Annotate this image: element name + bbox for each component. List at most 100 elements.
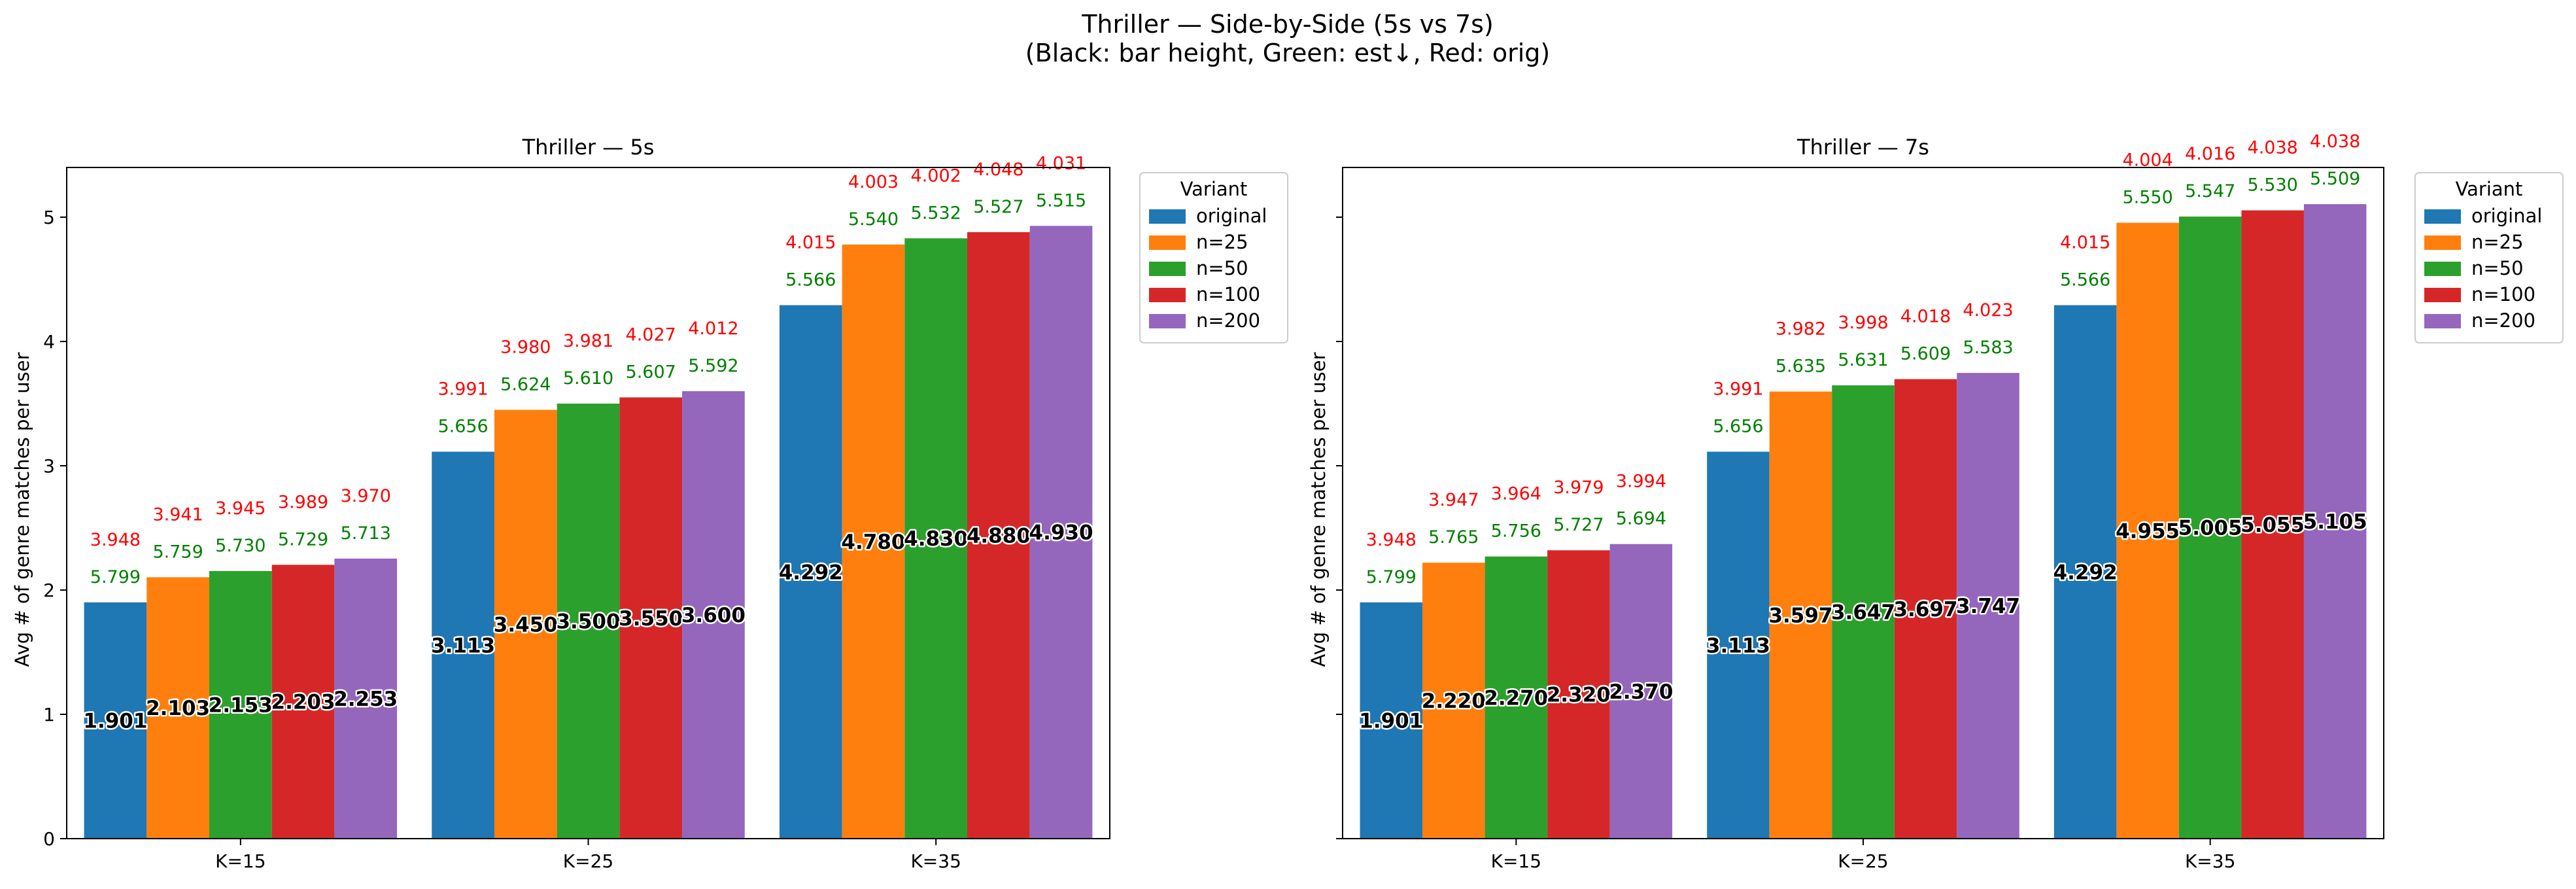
bar-label-est: 5.656 [1713, 417, 1763, 437]
bar-label-height: 2.153 [209, 693, 273, 717]
bar-label-height: 3.550 [619, 607, 683, 631]
bar-label-est: 5.515 [1036, 190, 1086, 211]
bar-label-orig: 4.002 [911, 166, 961, 186]
legend-swatch-original [1149, 209, 1186, 224]
bar-original-K=35 [2053, 305, 2117, 839]
bar-n=50-K=15 [209, 570, 272, 839]
bar-label-height: 5.055 [2241, 514, 2305, 537]
bar-label-height: 2.270 [1484, 686, 1548, 710]
bar-label-est: 5.765 [1428, 527, 1479, 548]
legend-title: Variant [1180, 178, 1248, 200]
bar-label-height: 1.901 [83, 709, 147, 733]
legend-title: Variant [2456, 178, 2523, 200]
bar-label-est: 5.729 [278, 529, 328, 549]
bar-label-height: 2.220 [1422, 689, 1486, 713]
y-tick-label: 5 [43, 207, 55, 228]
legend-swatch-n=100 [2424, 288, 2461, 302]
bar-label-est: 5.607 [626, 362, 676, 383]
bar-label-est: 5.756 [1491, 521, 1541, 542]
bar-label-orig: 3.994 [1616, 472, 1666, 492]
x-tick-label: K=25 [563, 850, 613, 872]
bar-label-orig: 4.023 [1963, 300, 2013, 321]
bar-n=200-K=35 [2303, 204, 2367, 839]
bar-label-height: 3.500 [556, 610, 620, 634]
bar-original-K=35 [779, 305, 842, 839]
bar-label-orig: 3.980 [500, 338, 551, 358]
bar-label-est: 5.592 [688, 356, 738, 376]
bar-n=100-K=25 [619, 397, 683, 839]
bar-label-orig: 4.016 [2185, 144, 2235, 164]
bar-label-height: 3.600 [681, 604, 746, 627]
bar-label-height: 3.747 [1956, 595, 2020, 618]
y-tick-label: 4 [43, 331, 55, 353]
bar-label-height: 3.597 [1768, 604, 1832, 627]
bar-label-height: 4.830 [904, 527, 968, 551]
bar-label-orig: 4.027 [626, 325, 676, 345]
bar-label-orig: 3.947 [1428, 490, 1479, 510]
bar-label-height: 4.930 [1029, 521, 1093, 545]
bar-label-est: 5.566 [785, 270, 836, 290]
bar-label-est: 5.547 [2185, 181, 2235, 201]
bar-label-orig: 3.941 [152, 504, 203, 525]
bar-label-est: 5.583 [1963, 338, 2013, 358]
bar-label-height: 3.113 [431, 634, 495, 657]
y-axis-label: Avg # of genre matches per user [11, 352, 33, 667]
bar-n=200-K=25 [1957, 373, 2019, 839]
y-axis-label: Avg # of genre matches per user [1307, 352, 1330, 667]
y-tick-label: 0 [43, 828, 55, 850]
bar-n=100-K=25 [1894, 379, 1957, 839]
bar-n=50-K=35 [2178, 217, 2242, 839]
bar-n=200-K=15 [334, 558, 398, 839]
bar-label-height: 4.292 [2053, 561, 2118, 584]
y-tick-label: 3 [43, 455, 55, 477]
legend-swatch-n=200 [2424, 314, 2461, 328]
bar-label-height: 5.105 [2303, 510, 2367, 534]
bar-label-orig: 4.038 [2310, 131, 2360, 152]
x-tick-label: K=25 [1838, 850, 1888, 872]
bar-label-orig: 3.964 [1491, 484, 1541, 504]
bar-label-orig: 3.991 [1713, 379, 1763, 400]
bar-label-est: 5.550 [2122, 188, 2172, 208]
bar-label-height: 2.320 [1547, 684, 1611, 707]
bar-label-orig: 3.998 [1838, 313, 1888, 333]
bar-label-orig: 3.982 [1776, 319, 1826, 340]
bar-label-orig: 4.038 [2248, 138, 2298, 158]
bar-label-orig: 3.981 [563, 331, 613, 351]
bar-label-orig: 4.015 [785, 233, 836, 253]
subplot-title: Thriller — 7s [1796, 135, 1929, 160]
legend-label-n=100: n=100 [2471, 283, 2535, 305]
bar-original-K=25 [1707, 451, 1770, 839]
bar-label-height: 4.955 [2116, 519, 2180, 543]
bar-label-orig: 3.970 [341, 486, 391, 506]
subplot-2: Thriller — 7s Avg # of genre matches per … [1307, 131, 2564, 872]
figure-title-line1: Thriller — Side-by-Side (5s vs 7s) [1081, 10, 1494, 39]
figure-title-line2: (Black: bar height, Green: est↓, Red: or… [1025, 39, 1550, 67]
legend-swatch-n=100 [1149, 288, 1186, 302]
bar-label-est: 5.799 [90, 567, 141, 587]
bar-label-est: 5.624 [500, 375, 551, 395]
bar-label-height: 3.450 [494, 613, 558, 636]
y-tick-label: 1 [43, 704, 55, 725]
bar-label-orig: 3.948 [1366, 530, 1417, 550]
bar-n=200-K=15 [1609, 544, 1673, 839]
bar-label-est: 5.631 [1838, 350, 1888, 370]
legend-swatch-n=50 [2424, 262, 2461, 276]
bar-label-est: 5.532 [911, 203, 961, 223]
bar-label-height: 1.901 [1359, 709, 1423, 733]
bar-n=25-K=25 [1769, 391, 1832, 839]
bar-n=50-K=15 [1485, 556, 1548, 839]
bar-label-est: 5.727 [1553, 515, 1604, 535]
bar-label-orig: 4.003 [848, 172, 899, 192]
bar-n=50-K=35 [904, 238, 968, 839]
bar-label-height: 4.780 [841, 531, 905, 554]
bar-label-orig: 4.012 [688, 319, 738, 339]
bar-label-est: 5.759 [152, 542, 203, 562]
x-tick-label: K=35 [2185, 850, 2235, 872]
bar-label-orig: 3.989 [278, 492, 328, 512]
bar-label-height: 3.113 [1706, 634, 1770, 657]
bar-label-height: 4.292 [779, 561, 843, 584]
bar-n=200-K=35 [1029, 226, 1093, 839]
bar-label-height: 2.203 [271, 691, 335, 714]
bar-label-est: 5.730 [215, 536, 266, 556]
